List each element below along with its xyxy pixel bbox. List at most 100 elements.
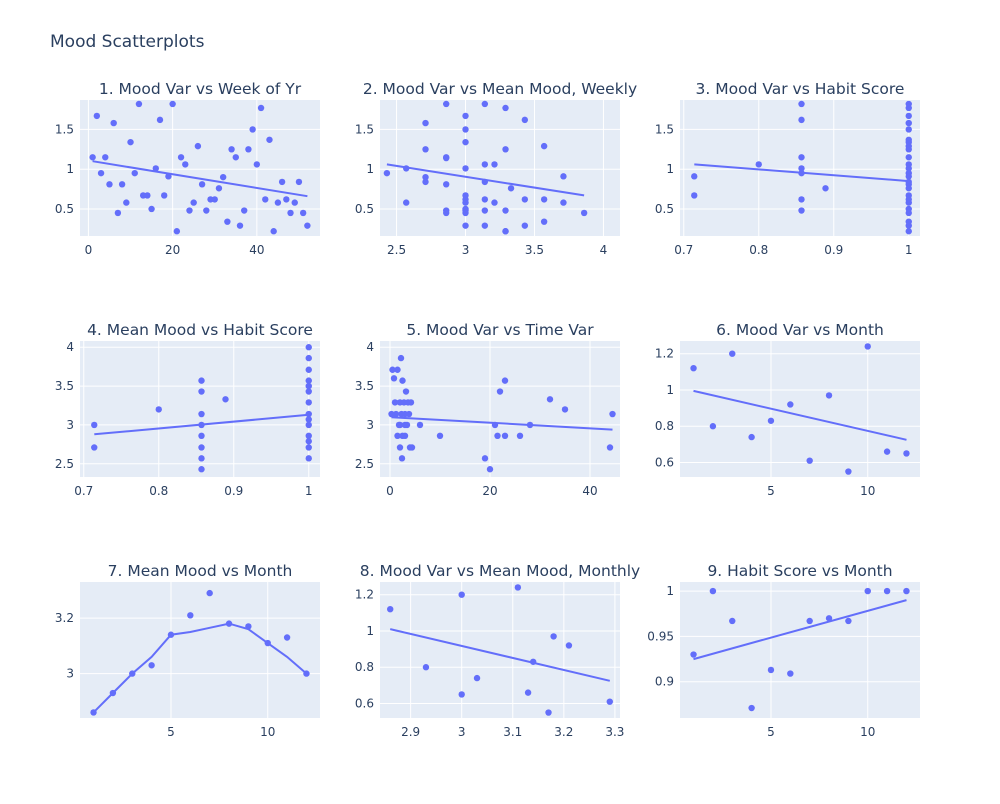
chart-4-data-point bbox=[198, 388, 205, 395]
chart-6-data-point bbox=[806, 457, 813, 464]
chart-1-x-tick-label: 40 bbox=[249, 243, 264, 257]
chart-4-data-point bbox=[305, 399, 312, 406]
chart-5-data-point bbox=[516, 432, 524, 440]
chart-3-data-point bbox=[691, 173, 698, 180]
chart-4-y-tick-label: 4 bbox=[66, 340, 74, 354]
chart-3-data-point bbox=[905, 222, 912, 229]
chart-3-x-tick-label: 0.8 bbox=[749, 243, 768, 257]
chart-1-data-point bbox=[110, 119, 117, 127]
chart-1-data-point bbox=[152, 165, 159, 172]
chart-4-data-point bbox=[222, 396, 229, 403]
chart-3-data-point bbox=[822, 185, 829, 192]
chart-7-y-tick-label: 3.2 bbox=[55, 611, 74, 625]
chart-1-data-point bbox=[169, 100, 176, 108]
chart-8-data-point bbox=[458, 691, 465, 698]
chart-1-data-point bbox=[97, 169, 105, 177]
chart-7-data-point bbox=[167, 631, 175, 638]
chart-8-data-point bbox=[606, 698, 613, 705]
chart-1-y-tick-label: 0.5 bbox=[55, 202, 74, 216]
chart-8-title: 8. Mood Var vs Mean Mood, Monthly bbox=[360, 562, 640, 580]
chart-5-plot-area bbox=[380, 341, 620, 477]
chart-8: 2.9 3 3.1 3.2 3.3 0.6 0.8 1 1.2 8. Mood Var vs Me… bbox=[355, 562, 640, 739]
chart-7-title: 7. Mean Mood vs Month bbox=[108, 562, 293, 580]
chart-3-x-tick-label: 0.7 bbox=[674, 243, 693, 257]
chart-5-data-point bbox=[501, 432, 509, 440]
chart-5-data-point bbox=[546, 396, 554, 403]
chart-1-data-point bbox=[114, 209, 122, 217]
chart-9-data-point bbox=[767, 666, 775, 674]
chart-2-data-point bbox=[443, 181, 450, 188]
chart-5-data-point bbox=[408, 444, 416, 451]
chart-7-data-point bbox=[187, 612, 194, 619]
chart-2-data-point bbox=[383, 169, 391, 177]
chart-1-data-point bbox=[299, 209, 307, 217]
chart-4-data-point bbox=[91, 421, 98, 429]
chart-6-data-point bbox=[729, 350, 736, 357]
chart-4-data-point bbox=[198, 466, 205, 473]
chart-8-x-tick-label: 3.2 bbox=[554, 725, 573, 739]
chart-5-data-point bbox=[392, 410, 400, 418]
chart-2-data-point bbox=[403, 199, 410, 206]
chart-1-data-point bbox=[232, 154, 239, 161]
chart-5-data-point bbox=[398, 455, 406, 462]
chart-8-data-point bbox=[422, 664, 430, 671]
chart-7-data-point bbox=[303, 670, 310, 677]
chart-4-x-tick-label: 0.9 bbox=[224, 484, 243, 498]
chart-6-y-tick-label: 0.8 bbox=[655, 419, 674, 433]
chart-9-data-point bbox=[825, 615, 833, 622]
chart-5-data-point bbox=[494, 432, 501, 440]
chart-1-data-point bbox=[245, 146, 252, 153]
chart-2-data-point bbox=[521, 222, 529, 229]
chart-3-x-tick-label: 1 bbox=[905, 243, 913, 257]
chart-8-data-point bbox=[565, 642, 573, 649]
chart-5-x-tick-label: 0 bbox=[386, 484, 394, 498]
chart-3-data-point bbox=[905, 154, 912, 161]
chart-5-data-point bbox=[491, 421, 499, 429]
chart-5-title: 5. Mood Var vs Time Var bbox=[406, 321, 594, 339]
chart-2-data-point bbox=[403, 165, 410, 172]
chart-1-data-point bbox=[291, 199, 298, 206]
chart-3-data-point bbox=[755, 161, 762, 168]
chart-3-data-point bbox=[798, 165, 805, 172]
chart-5-data-point bbox=[526, 421, 534, 429]
chart-7-x-tick-label: 10 bbox=[260, 725, 275, 739]
chart-4-data-point bbox=[305, 444, 312, 451]
chart-4-data-point bbox=[305, 416, 312, 423]
chart-1-data-point bbox=[211, 196, 218, 203]
chart-5-data-point bbox=[396, 444, 404, 451]
chart-3-data-point bbox=[798, 207, 805, 214]
chart-4-data-point bbox=[198, 432, 205, 440]
chart-2-data-point bbox=[481, 161, 489, 168]
chart-5-y-tick-label: 4 bbox=[366, 340, 374, 354]
chart-6-title: 6. Mood Var vs Month bbox=[716, 321, 884, 339]
chart-6-plot-area bbox=[680, 341, 920, 477]
chart-9-plot-area bbox=[680, 582, 920, 718]
chart-3-data-point bbox=[905, 146, 912, 153]
chart-1-data-point bbox=[194, 142, 202, 150]
chart-5-data-point bbox=[399, 377, 406, 384]
chart-5: 0 20 40 2.5 3 3.5 4 5. Mood Var vs Time Var bbox=[355, 321, 620, 498]
chart-9-y-tick-label: 1 bbox=[666, 584, 674, 598]
chart-4-x-tick-label: 0.8 bbox=[149, 484, 168, 498]
chart-4-data-point bbox=[305, 410, 312, 418]
chart-8-x-tick-label: 3.1 bbox=[503, 725, 522, 739]
chart-1-data-point bbox=[224, 218, 231, 225]
chart-2-x-tick-label: 4 bbox=[600, 243, 608, 257]
chart-1-data-point bbox=[165, 173, 172, 180]
chart-1-data-point bbox=[283, 196, 290, 203]
chart-6-data-point bbox=[825, 392, 833, 399]
chart-7-data-point bbox=[206, 589, 213, 597]
chart-2-plot-area bbox=[380, 100, 620, 236]
chart-9-x-tick-label: 10 bbox=[860, 725, 875, 739]
chart-2-data-point bbox=[481, 100, 489, 108]
chart-5-data-point bbox=[394, 366, 401, 373]
chart-4-data-point bbox=[305, 421, 312, 429]
chart-7-data-point bbox=[283, 634, 291, 641]
chart-1-data-point bbox=[106, 181, 113, 188]
chart-3-y-tick-label: 1.5 bbox=[655, 122, 674, 136]
chart-8-x-tick-label: 2.9 bbox=[401, 725, 420, 739]
chart-2-data-point bbox=[481, 196, 489, 203]
chart-1-data-point bbox=[173, 228, 181, 235]
chart-3-data-point bbox=[905, 209, 912, 217]
